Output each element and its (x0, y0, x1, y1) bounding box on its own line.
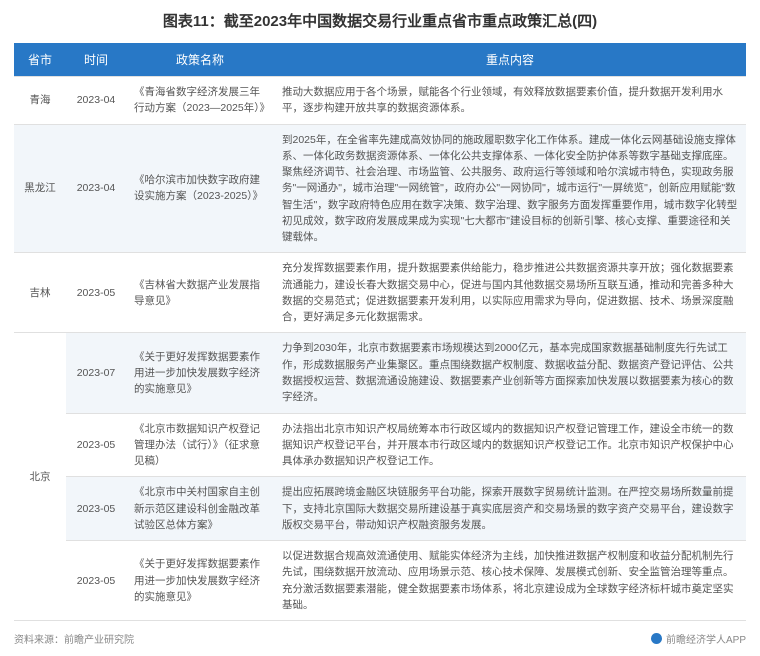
cell-content: 以促进数据合规高效流通使用、赋能实体经济为主线，加快推进数据产权制度和收益分配机… (274, 541, 746, 621)
cell-time: 2023-05 (66, 477, 126, 541)
header-content: 重点内容 (274, 43, 746, 77)
policy-table: 省市 时间 政策名称 重点内容 青海2023-04《青海省数字经济发展三年行动方… (14, 43, 746, 621)
header-time: 时间 (66, 43, 126, 77)
cell-content: 力争到2030年，北京市数据要素市场规模达到2000亿元，基本完成国家数据基础制… (274, 333, 746, 413)
table-row: 黑龙江2023-04《哈尔滨市加快数字政府建设实施方案（2023-2025）》到… (14, 124, 746, 253)
cell-content: 办法指出北京市知识产权局统筹本市行政区域内的数据知识产权登记管理工作，建设全市统… (274, 413, 746, 477)
cell-policy: 《青海省数字经济发展三年行动方案（2023—2025年）》 (126, 77, 274, 125)
cell-province: 吉林 (14, 253, 66, 333)
cell-policy: 《北京市数据知识产权登记管理办法（试行）》（征求意见稿） (126, 413, 274, 477)
cell-time: 2023-05 (66, 253, 126, 333)
table-row: 2023-05《关于更好发挥数据要素作用进一步加快发展数字经济的实施意见》以促进… (14, 541, 746, 621)
cell-province: 北京 (14, 333, 66, 621)
cell-content: 到2025年，在全省率先建成高效协同的施政履职数字化工作体系。建成一体化云网基础… (274, 124, 746, 253)
cell-content: 充分发挥数据要素作用，提升数据要素供给能力，稳步推进公共数据资源共享开放；强化数… (274, 253, 746, 333)
cell-time: 2023-04 (66, 124, 126, 253)
cell-time: 2023-04 (66, 77, 126, 125)
table-row: 2023-05《北京市数据知识产权登记管理办法（试行）》（征求意见稿）办法指出北… (14, 413, 746, 477)
header-policy: 政策名称 (126, 43, 274, 77)
table-header-row: 省市 时间 政策名称 重点内容 (14, 43, 746, 77)
cell-content: 推动大数据应用于各个场景，赋能各个行业领域，有效释放数据要素价值，提升数据开发利… (274, 77, 746, 125)
chart-title: 图表11：截至2023年中国数据交易行业重点省市重点政策汇总(四) (14, 10, 746, 31)
footer-brand: 前瞻经济学人APP (651, 631, 746, 646)
cell-policy: 《哈尔滨市加快数字政府建设实施方案（2023-2025）》 (126, 124, 274, 253)
footer-source: 资料来源：前瞻产业研究院 (14, 631, 134, 646)
table-row: 青海2023-04《青海省数字经济发展三年行动方案（2023—2025年）》推动… (14, 77, 746, 125)
cell-province: 黑龙江 (14, 124, 66, 253)
cell-policy: 《吉林省大数据产业发展指导意见》 (126, 253, 274, 333)
table-row: 吉林2023-05《吉林省大数据产业发展指导意见》充分发挥数据要素作用，提升数据… (14, 253, 746, 333)
cell-time: 2023-05 (66, 541, 126, 621)
cell-policy: 《关于更好发挥数据要素作用进一步加快发展数字经济的实施意见》 (126, 333, 274, 413)
cell-content: 提出应拓展跨境金融区块链服务平台功能，探索开展数字贸易统计监测。在严控交易场所数… (274, 477, 746, 541)
cell-policy: 《北京市中关村国家自主创新示范区建设科创金融改革试验区总体方案》 (126, 477, 274, 541)
footer-brand-text: 前瞻经济学人APP (666, 631, 746, 646)
table-row: 北京2023-07《关于更好发挥数据要素作用进一步加快发展数字经济的实施意见》力… (14, 333, 746, 413)
footer: 资料来源：前瞻产业研究院 前瞻经济学人APP (14, 631, 746, 646)
brand-logo-icon (651, 633, 662, 644)
cell-policy: 《关于更好发挥数据要素作用进一步加快发展数字经济的实施意见》 (126, 541, 274, 621)
header-province: 省市 (14, 43, 66, 77)
cell-time: 2023-05 (66, 413, 126, 477)
cell-province: 青海 (14, 77, 66, 125)
cell-time: 2023-07 (66, 333, 126, 413)
table-row: 2023-05《北京市中关村国家自主创新示范区建设科创金融改革试验区总体方案》提… (14, 477, 746, 541)
